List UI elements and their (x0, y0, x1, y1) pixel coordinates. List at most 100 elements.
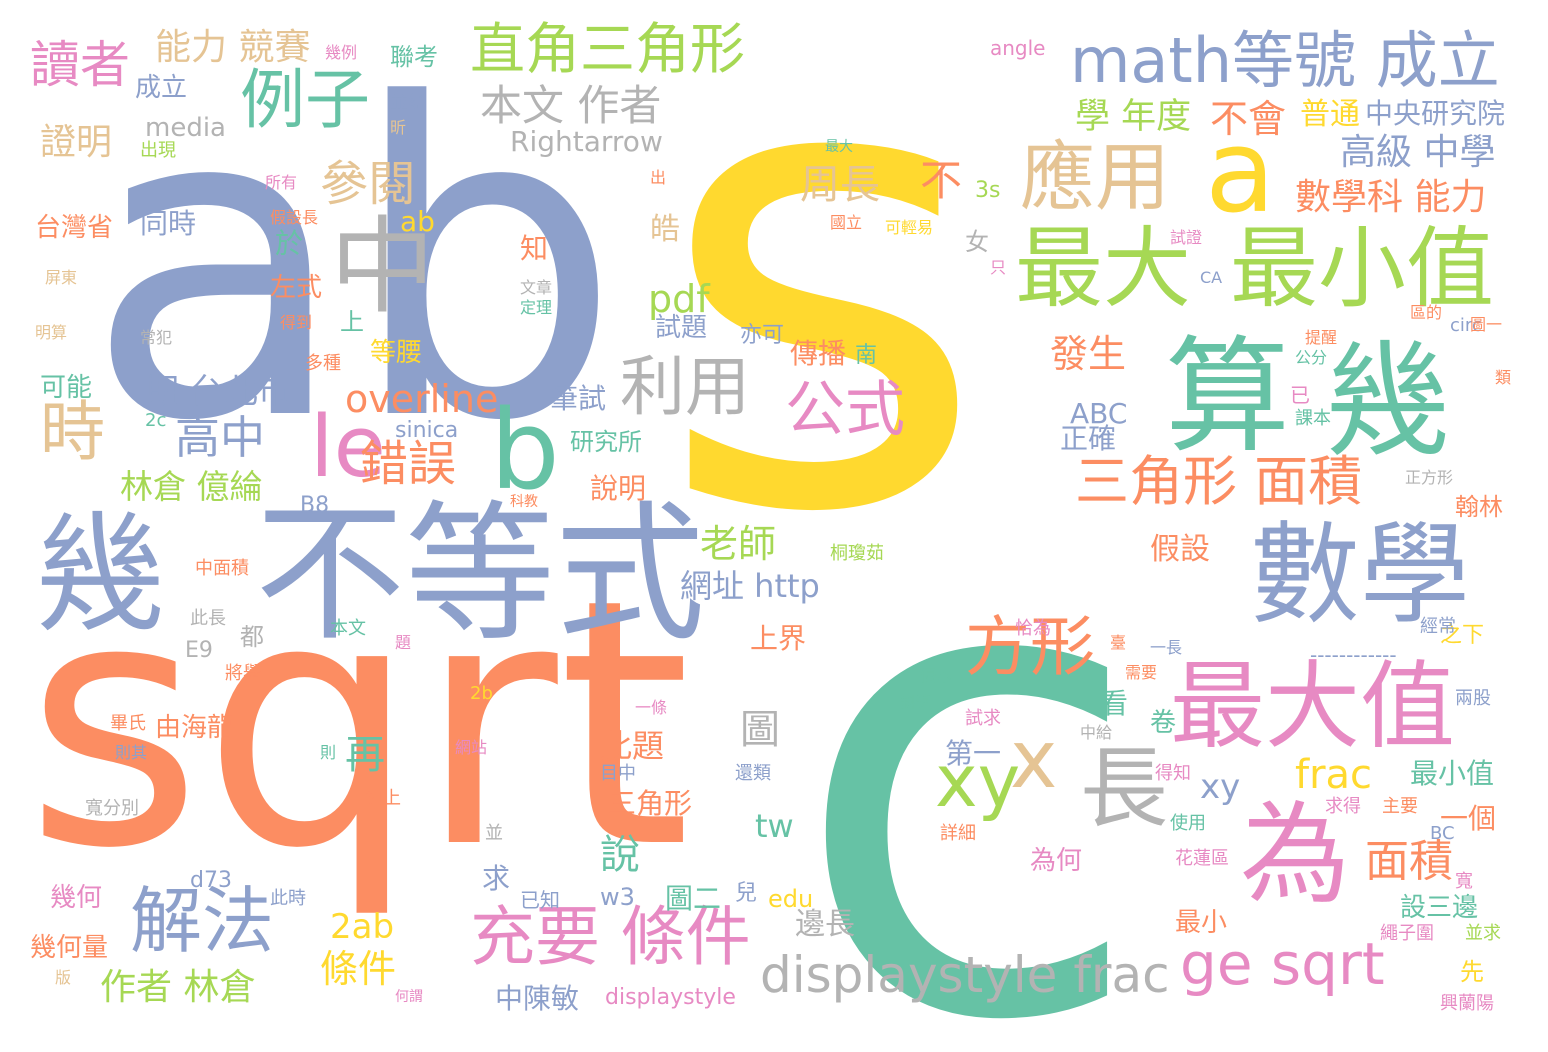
cloud-word: 得知 (1155, 763, 1191, 784)
cloud-word: 第一 (945, 737, 1002, 770)
cloud-word: 區的 (1410, 303, 1443, 322)
cloud-word: 圖二 (665, 882, 722, 915)
cloud-word: 左式 (270, 273, 323, 303)
cloud-word: 數學科 能力 (1295, 177, 1487, 218)
cloud-word: xy (935, 739, 1021, 823)
cloud-word: 最小 (1175, 908, 1228, 938)
cloud-word: 則其 (115, 743, 148, 762)
cloud-word: 則 (320, 743, 337, 762)
cloud-word: 方形 (965, 610, 1096, 685)
cloud-word: 所有 (265, 173, 298, 192)
cloud-word: 直角三角形 (470, 17, 746, 81)
cloud-word: 不 (920, 156, 963, 205)
cloud-word: edu (768, 885, 814, 913)
cloud-word: 斜邊 (900, 693, 933, 712)
cloud-word: 皓 (650, 212, 680, 247)
cloud-word: 應用 (1020, 133, 1171, 221)
cloud-word: 試題 (655, 313, 708, 343)
cloud-word: 此長 (190, 608, 226, 629)
cloud-word: 傳播 (790, 337, 847, 370)
cloud-word: E9 (185, 638, 213, 663)
cloud-word: 多種 (305, 353, 341, 374)
cloud-word: 周長 (800, 162, 880, 208)
cloud-word: 需要 (1125, 663, 1158, 682)
cloud-word: 並給 (390, 93, 426, 114)
cloud-word: 卷 (1150, 708, 1177, 738)
cloud-word: 主要 (1382, 796, 1418, 817)
cloud-word: sinica (395, 418, 459, 443)
cloud-word: 例子 (240, 63, 371, 138)
cloud-word: CA (1200, 268, 1223, 287)
cloud-word: 知 (520, 232, 549, 265)
cloud-word: 解法 (130, 879, 275, 963)
cloud-word: 邊長 (795, 907, 855, 942)
cloud-word: ------------ (1310, 643, 1397, 667)
cloud-word: 充要 條件 (470, 900, 751, 975)
cloud-word: 亦可 (740, 323, 785, 348)
cloud-word: 研究所 (570, 428, 642, 456)
cloud-word: 聯考 (390, 43, 438, 71)
cloud-word: displaystyle (605, 985, 736, 1010)
cloud-word: 一個 (1440, 802, 1497, 835)
cloud-word: 等腰 (370, 338, 423, 368)
cloud-word: 出 (650, 168, 667, 187)
cloud-word: 科教 (510, 494, 538, 510)
cloud-word: 一條 (635, 698, 668, 717)
cloud-word: 期 台北市 (145, 372, 292, 412)
cloud-word: 為何 (1030, 846, 1083, 876)
cloud-word: 作者 林倉 (100, 967, 256, 1008)
cloud-word: 最小值 (1230, 217, 1495, 320)
cloud-word: s (655, 0, 989, 652)
cloud-word: 圖一 (1470, 315, 1503, 334)
cloud-word: 發生 (1050, 332, 1127, 376)
cloud-word: 經常 (1420, 616, 1456, 637)
cloud-word: 求 (482, 862, 511, 895)
cloud-word: 幾 (35, 499, 166, 651)
cloud-word: 三角形 (608, 787, 693, 820)
cloud-word: 讀者 (30, 36, 130, 94)
cloud-word: 詳細 (940, 823, 976, 844)
cloud-word: 假設 (1150, 532, 1210, 567)
cloud-word: 最小值 (1410, 757, 1495, 790)
cloud-word: 都 (240, 623, 264, 651)
cloud-word: 提醒 (1305, 328, 1338, 347)
cloud-word: 為 (1240, 791, 1350, 919)
cloud-word: x (1010, 713, 1058, 806)
cloud-word: 再 (345, 732, 385, 778)
cloud-word: 兩股 (1455, 688, 1491, 709)
cloud-word: 一長 (1150, 638, 1183, 657)
cloud-word: 加上 (365, 788, 401, 809)
cloud-word: 時 (40, 395, 106, 470)
cloud-word: 繩子圍 (1380, 923, 1434, 944)
cloud-word: 證明 (40, 122, 113, 163)
cloud-word: 試求 (965, 708, 1001, 729)
cloud-word: 中央研究院 (1365, 97, 1506, 130)
cloud-word: 使用 (1170, 813, 1206, 834)
cloud-word: ab (400, 205, 435, 238)
cloud-word: 2ab (330, 907, 395, 947)
cloud-word: math等號 成立 (1070, 24, 1500, 97)
cloud-word: 兒 (735, 881, 758, 906)
cloud-word: Rightarrow (510, 125, 663, 158)
cloud-word: 優本 (920, 666, 953, 685)
cloud-word: displaystyle frac (760, 946, 1170, 1004)
cloud-word: 中面積 (195, 558, 249, 579)
cloud-word: 高級 中學 (1340, 132, 1496, 173)
cloud-word: 屏東 (45, 268, 78, 287)
cloud-word: 之下 (1440, 623, 1485, 648)
cloud-word: 中 (330, 206, 436, 328)
cloud-word: 先 (1460, 958, 1484, 986)
cloud-word: 錯誤 (360, 436, 457, 492)
cloud-word: 台灣省 (35, 213, 114, 243)
cloud-word: 中陳敏 (495, 982, 580, 1015)
cloud-word: circ (1450, 315, 1482, 336)
cloud-word: 幾何量 (30, 933, 109, 963)
cloud-word: 參閱 (320, 156, 417, 212)
cloud-word: tw (755, 807, 794, 845)
cloud-word: 幾何 (50, 883, 103, 913)
cloud-word: a (1205, 105, 1276, 239)
cloud-word: 不等式 (255, 488, 706, 662)
cloud-word: 類 (1495, 368, 1512, 387)
cloud-word: 學 年度 (1075, 97, 1192, 137)
cloud-word: 昕 (390, 118, 407, 137)
